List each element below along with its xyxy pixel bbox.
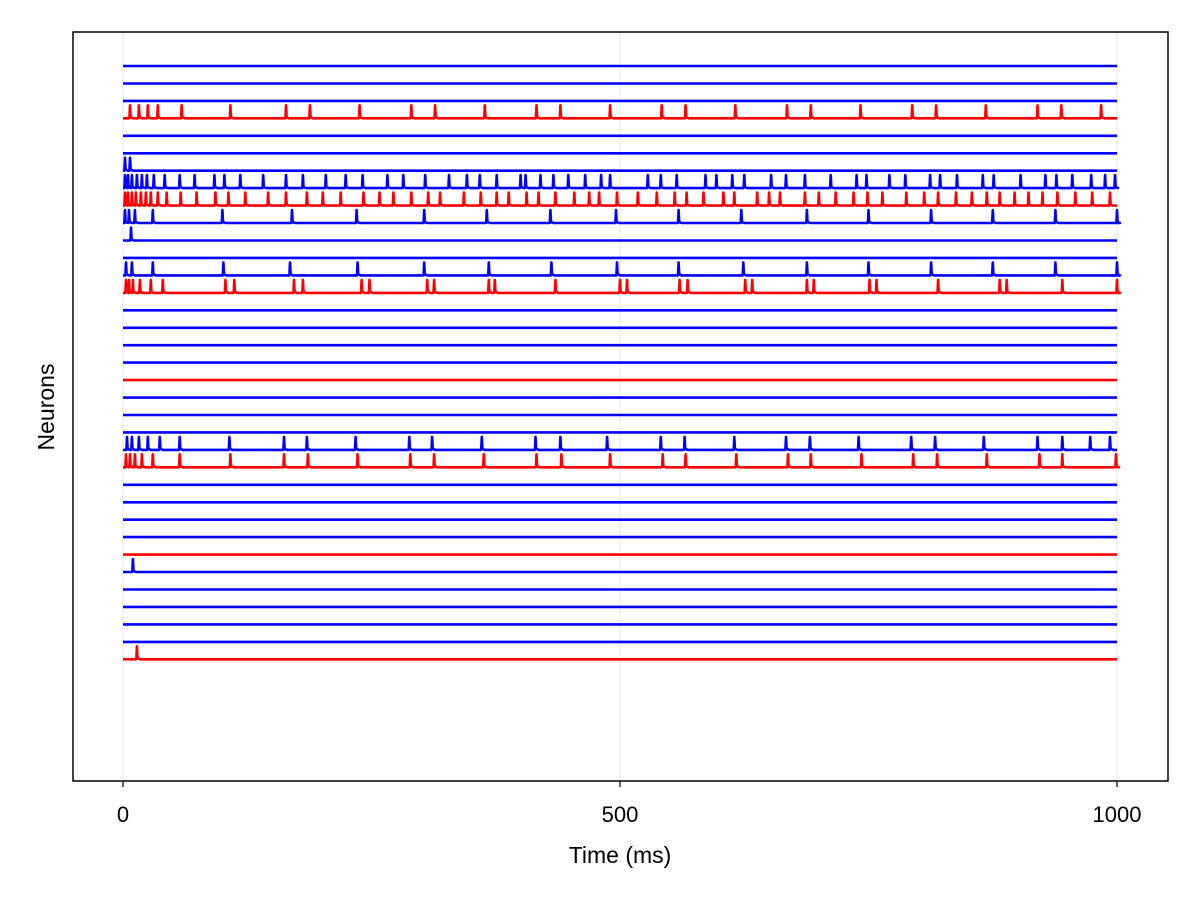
gridlines: [122, 32, 1118, 781]
x-axis-label: Time (ms): [569, 842, 672, 868]
y-axis-label: Neurons: [33, 364, 59, 451]
neuron-traces: [123, 64, 1122, 661]
x-tick-label-2: 1000: [1093, 802, 1142, 827]
x-tick-label-0: 0: [117, 802, 129, 827]
x-axis-ticks: 0 500 1000: [117, 781, 1142, 827]
neuron-trace-14: [123, 278, 1122, 295]
neuron-trace-10: [123, 208, 1122, 225]
neuron-trace-4: [123, 104, 1117, 120]
neuron-trace-9: [123, 191, 1117, 207]
neuron-trace-8: [123, 173, 1120, 190]
neuron-trace-23: [123, 435, 1117, 452]
neuron-trace-30: [123, 557, 1117, 574]
neuron-trace-13: [123, 261, 1122, 277]
neuron-trace-7: [123, 156, 1117, 172]
x-tick-label-1: 500: [602, 802, 639, 827]
neuron-trace-24: [123, 453, 1121, 469]
neuron-trace-11: [123, 226, 1117, 242]
neuron-trace-35: [123, 645, 1117, 661]
